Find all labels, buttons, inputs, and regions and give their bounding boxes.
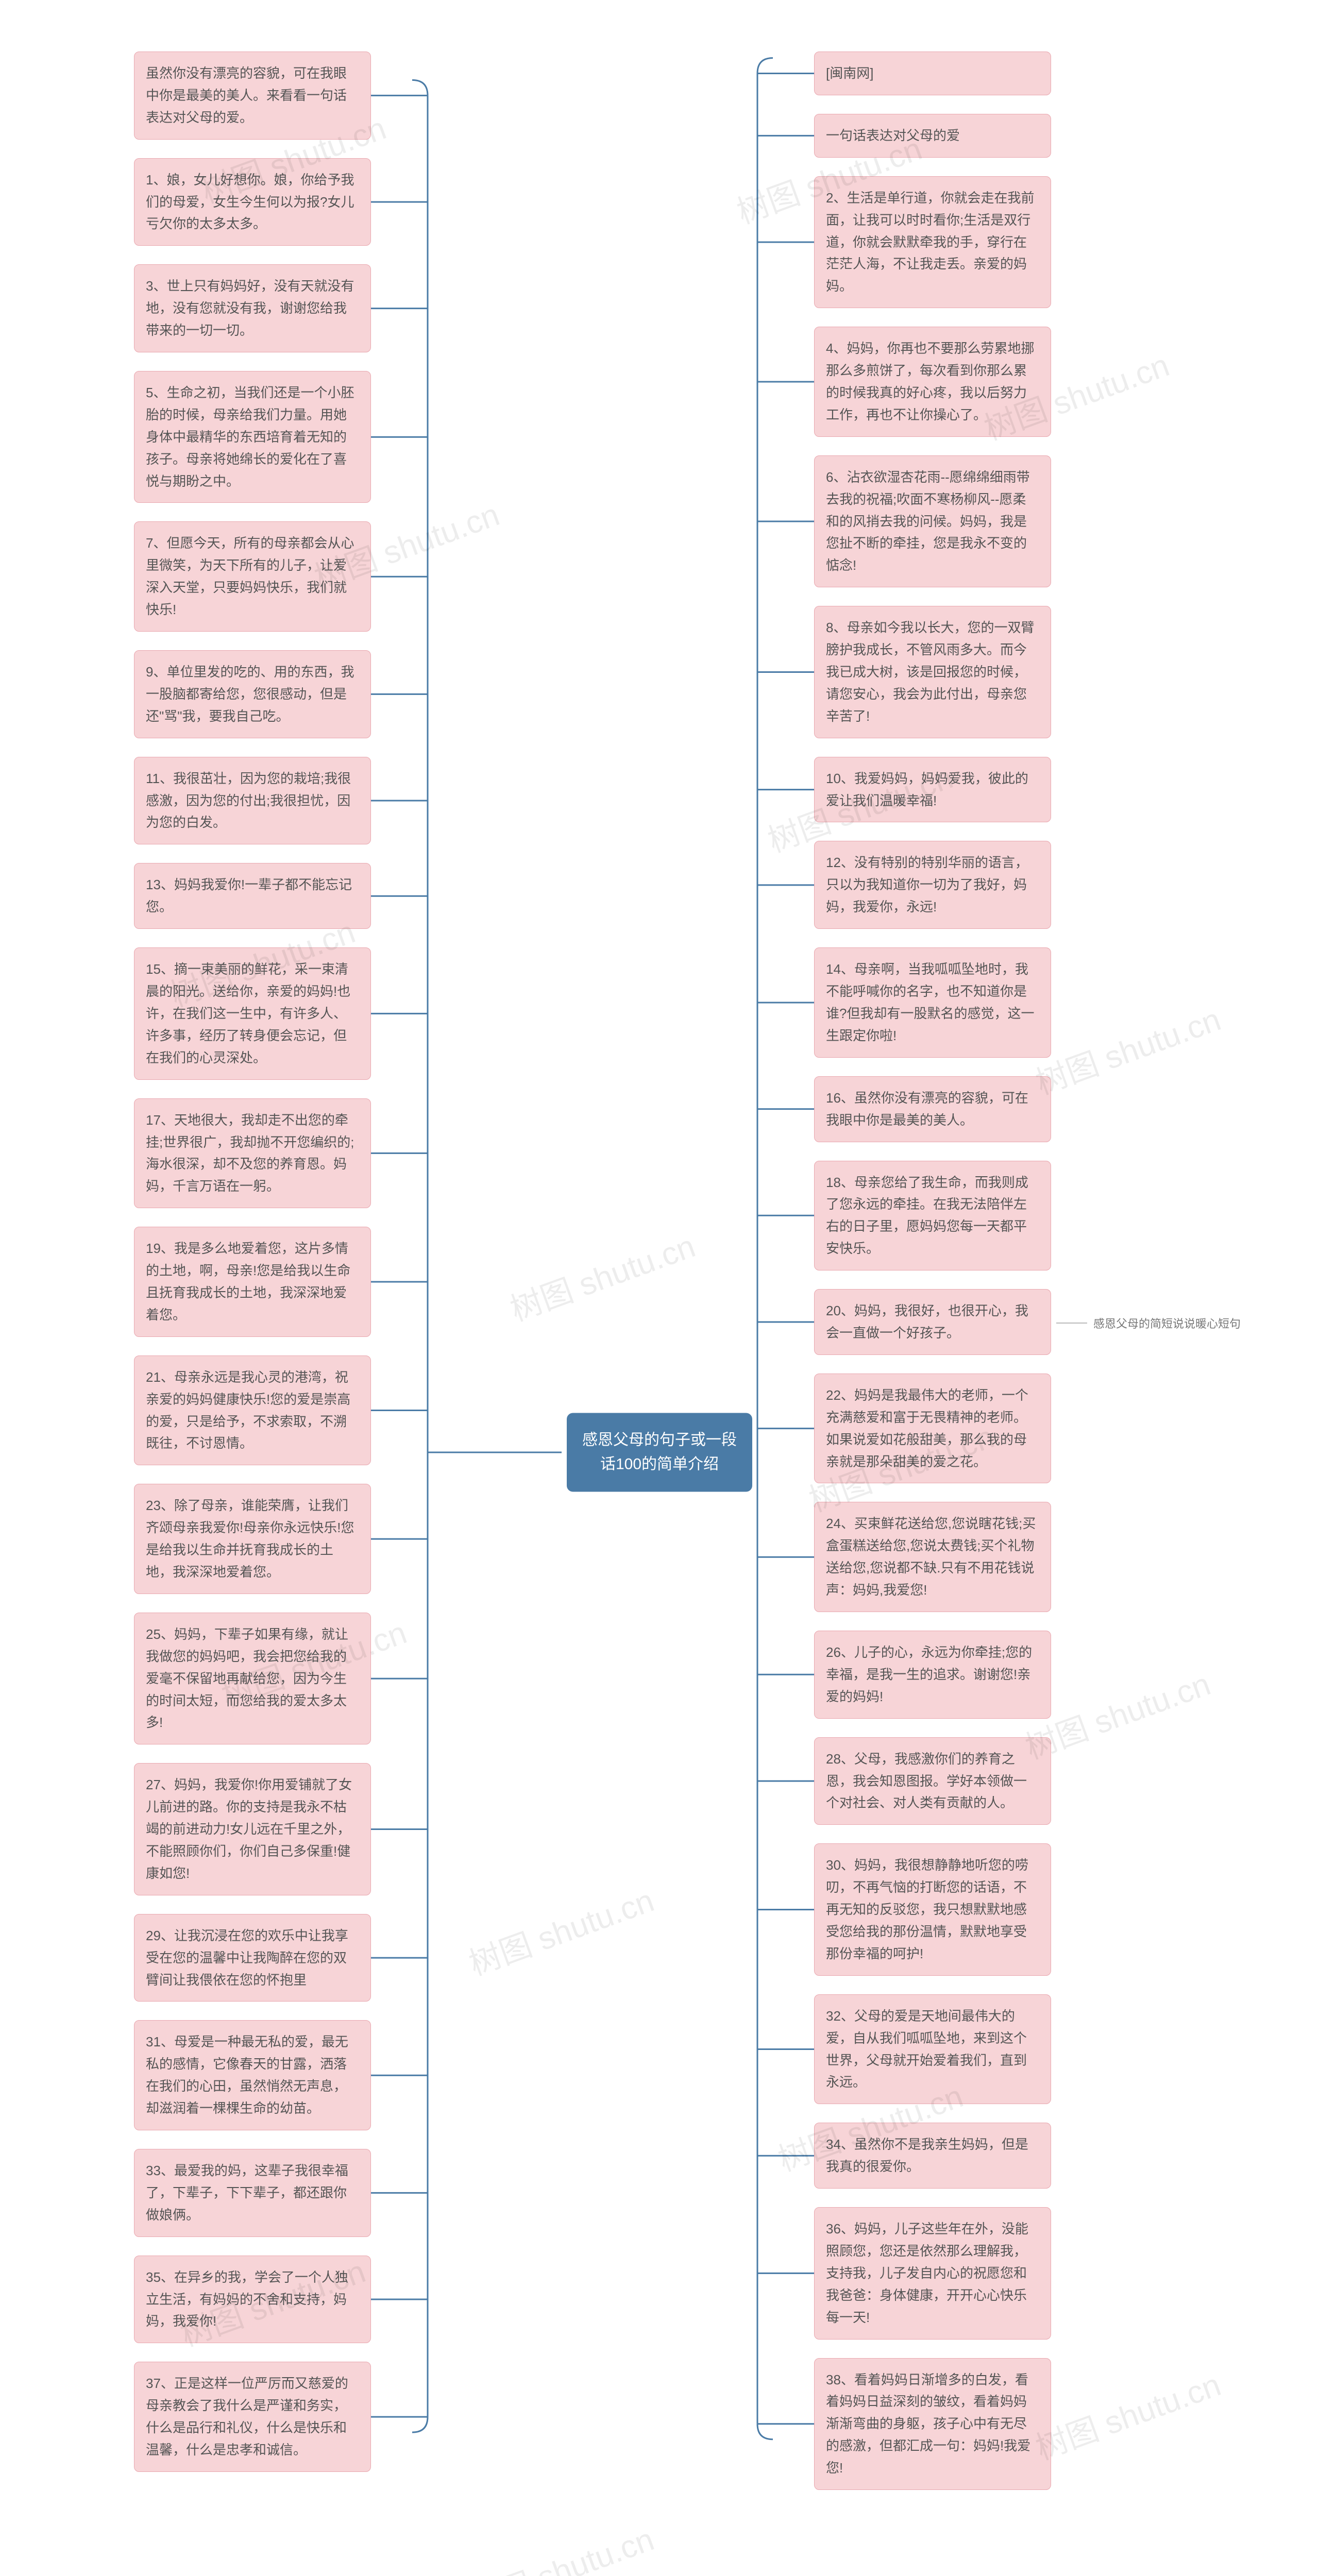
right-node: 32、父母的爱是天地间最伟大的爱，自从我们呱呱坠地，来到这个世界，父母就开始爱着… <box>814 1994 1051 2105</box>
left-node: 33、最爱我的妈，这辈子我很幸福了，下辈子，下下辈子，都还跟你做娘俩。 <box>134 2149 371 2237</box>
left-node: 25、妈妈，下辈子如果有缘，就让我做您的妈妈吧，我会把您给我的爱毫不保留地再献给… <box>134 1613 371 1744</box>
right-node: 26、儿子的心，永远为你牵挂;您的幸福，是我一生的追求。谢谢您!亲爱的妈妈! <box>814 1631 1051 1719</box>
left-node: 7、但愿今天，所有的母亲都会从心里微笑，为天下所有的儿子，让爱深入天堂，只要妈妈… <box>134 521 371 632</box>
right-node: 20、妈妈，我很好，也很开心，我会一直做一个好孩子。 <box>814 1289 1051 1355</box>
left-node: 37、正是这样一位严厉而又慈爱的母亲教会了我什么是严谨和务实，什么是品行和礼仪，… <box>134 2362 371 2472</box>
right-node: 2、生活是单行道，你就会走在我前面，让我可以时时看你;生活是双行道，你就会默默牵… <box>814 176 1051 308</box>
center-node: 感恩父母的句子或一段话100的简单介绍 <box>567 1413 752 1492</box>
right-node: 6、沾衣欲湿杏花雨--愿绵绵细雨带去我的祝福;吹面不寒杨柳风--愿柔和的风捎去我… <box>814 455 1051 587</box>
left-node: 1、娘，女儿好想你。娘，你给予我们的母爱，女生今生何以为报?女儿亏欠你的太多太多… <box>134 158 371 246</box>
mindmap-page: 感恩父母的句子或一段话100的简单介绍 虽然你没有漂亮的容貌，可在我眼中你是最美… <box>0 0 1319 2576</box>
watermark: 树图 shutu.cn <box>462 1874 660 1984</box>
left-node: 13、妈妈我爱你!一辈子都不能忘记您。 <box>134 863 371 929</box>
left-node: 5、生命之初，当我们还是一个小胚胎的时候，母亲给我们力量。用她身体中最精华的东西… <box>134 371 371 503</box>
right-node: 4、妈妈，你再也不要那么劳累地挪那么多煎饼了，每次看到你那么累的时候我真的好心疼… <box>814 327 1051 437</box>
right-node: 36、妈妈，儿子这些年在外，没能照顾您，您还是依然那么理解我，支持我，儿子发自内… <box>814 2207 1051 2339</box>
right-node: 22、妈妈是我最伟大的老师，一个充满慈爱和富于无畏精神的老师。如果说爱如花般甜美… <box>814 1374 1051 1484</box>
left-node: 31、母爱是一种最无私的爱，最无私的感情，它像春天的甘露，洒落在我们的心田，虽然… <box>134 2020 371 2130</box>
left-node: 19、我是多么地爱着您，这片多情的土地，啊，母亲!您是给我以生命且抚育我成长的土… <box>134 1227 371 1337</box>
right-node: 24、买束鲜花送给您,您说瞎花钱;买盒蛋糕送给您,您说太费钱;买个礼物送给您,您… <box>814 1502 1051 1612</box>
left-node: 17、天地很大，我却走不出您的牵挂;世界很广，我却抛不开您编织的;海水很深，却不… <box>134 1098 371 1209</box>
left-node: 27、妈妈，我爱你!你用爱铺就了女儿前进的路。你的支持是我永不枯竭的前进动力!女… <box>134 1763 371 1895</box>
right-node: 28、父母，我感激你们的养育之恩，我会知恩图报。学好本领做一个对社会、对人类有贡… <box>814 1737 1051 1825</box>
left-node: 21、母亲永远是我心灵的港湾，祝亲爱的妈妈健康快乐!您的爱是崇高的爱，只是给予，… <box>134 1355 371 1466</box>
watermark: 树图 shutu.cn <box>503 1220 701 1330</box>
right-node: 34、虽然你不是我亲生妈妈，但是我真的很爱你。 <box>814 2123 1051 2189</box>
left-node: 9、单位里发的吃的、用的东西，我一股脑都寄给您，您很感动，但是还"骂"我，要我自… <box>134 650 371 738</box>
right-node: 8、母亲如今我以长大，您的一双臂膀护我成长，不管风雨多大。而今我已成大树，该是回… <box>814 606 1051 738</box>
right-node: 16、虽然你没有漂亮的容貌，可在我眼中你是最美的美人。 <box>814 1076 1051 1142</box>
annotation: 感恩父母的简短说说暖心短句 <box>1056 1315 1241 1331</box>
left-node: 11、我很茁壮，因为您的栽培;我很感激，因为您的付出;我很担忧，因为您的白发。 <box>134 757 371 845</box>
right-node: 12、没有特别的特别华丽的语言，只以为我知道你一切为了我好，妈妈，我爱你，永远! <box>814 841 1051 929</box>
left-node: 3、世上只有妈妈好，没有天就没有地，没有您就没有我，谢谢您给我带来的一切一切。 <box>134 264 371 352</box>
watermark: 树图 shutu.cn <box>1028 993 1226 1103</box>
left-node: 虽然你没有漂亮的容貌，可在我眼中你是最美的美人。来看看一句话表达对父母的爱。 <box>134 52 371 140</box>
right-node: 14、母亲啊，当我呱呱坠地时，我不能呼喊你的名字，也不知道你是谁?但我却有一股默… <box>814 947 1051 1058</box>
left-node: 15、摘一束美丽的鲜花，采一束清晨的阳光。送给你，亲爱的妈妈!也许，在我们这一生… <box>134 947 371 1079</box>
annotation-text: 感恩父母的简短说说暖心短句 <box>1093 1315 1241 1331</box>
left-node: 23、除了母亲，谁能荣膺，让我们齐颂母亲我爱你!母亲你永远快乐!您是给我以生命并… <box>134 1484 371 1594</box>
annotation-connector <box>1056 1323 1087 1324</box>
right-column: [闽南网] 一句话表达对父母的爱 2、生活是单行道，你就会走在我前面，让我可以时时看… <box>814 52 1051 2490</box>
watermark: 树图 shutu.cn <box>462 2513 660 2576</box>
right-node: 30、妈妈，我很想静静地听您的唠叨，不再气恼的打断您的话语，不再无知的反驳您，我… <box>814 1843 1051 1975</box>
right-node: 10、我爱妈妈，妈妈爱我，彼此的爱让我们温暖幸福! <box>814 757 1051 823</box>
right-node: [闽南网] <box>814 52 1051 95</box>
right-node: 18、母亲您给了我生命，而我则成了您永远的牵挂。在我无法陪伴左右的日子里，愿妈妈… <box>814 1161 1051 1271</box>
right-node: 38、看着妈妈日渐增多的白发，看着妈妈日益深刻的皱纹，看着妈妈渐渐弯曲的身躯，孩… <box>814 2358 1051 2490</box>
left-node: 35、在异乡的我，学会了一个人独立生活，有妈妈的不舍和支持，妈妈，我爱你! <box>134 2256 371 2344</box>
left-column: 虽然你没有漂亮的容貌，可在我眼中你是最美的美人。来看看一句话表达对父母的爱。 1、… <box>134 52 371 2472</box>
watermark: 树图 shutu.cn <box>1028 2359 1226 2468</box>
right-node: 一句话表达对父母的爱 <box>814 114 1051 158</box>
left-node: 29、让我沉浸在您的欢乐中让我享受在您的温馨中让我陶醉在您的双臂间让我偎依在您的… <box>134 1914 371 2002</box>
